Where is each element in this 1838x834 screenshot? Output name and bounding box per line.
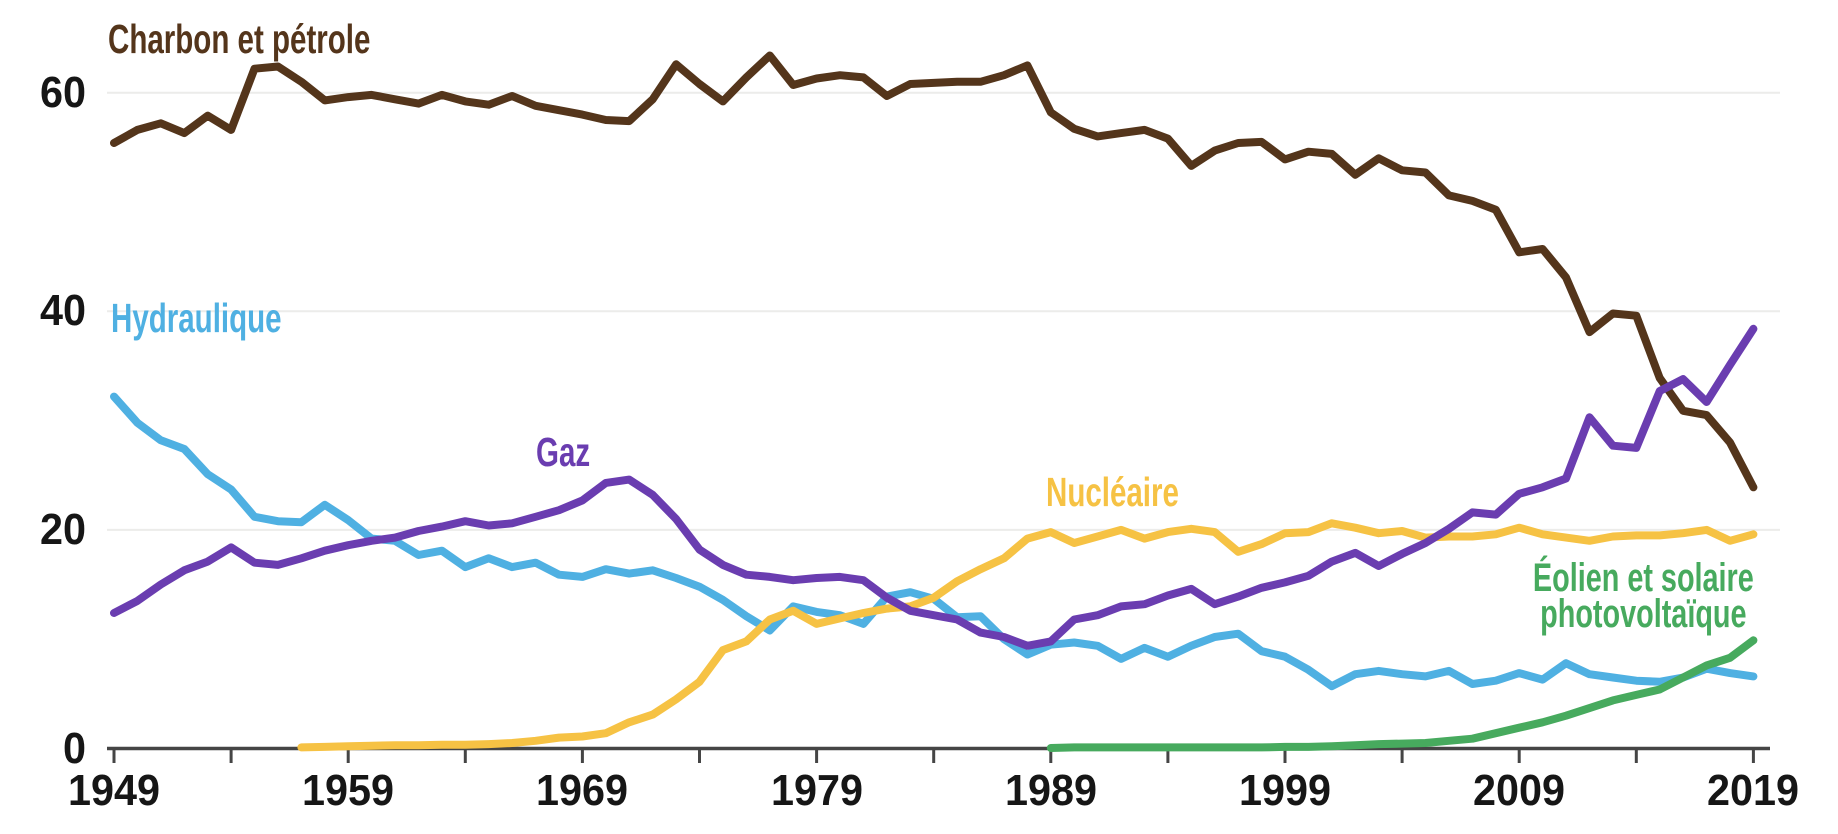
- y-axis-label: 0: [62, 723, 86, 773]
- series-label-eolien-et-solaire: Éolien et solaire photovoltaïque: [1533, 556, 1754, 636]
- x-axis-label: 1999: [1238, 766, 1332, 815]
- x-axis-label: 1949: [67, 766, 161, 815]
- series-label-gaz: Gaz: [536, 429, 591, 475]
- y-axis-label: 20: [39, 504, 86, 554]
- series-label-hydraulique: Hydraulique: [111, 295, 282, 341]
- series-label-nucleaire: Nucléaire: [1046, 469, 1179, 515]
- x-axis-label: 2019: [1707, 766, 1800, 815]
- series-label-charbon-et-petrole: Charbon et pétrole: [108, 16, 371, 62]
- y-axis-label: 60: [39, 67, 86, 117]
- y-axis-label: 40: [39, 286, 86, 336]
- x-axis-label: 1989: [1004, 766, 1097, 815]
- series-label-eolien-line1: Éolien et solaire: [1533, 556, 1754, 600]
- x-axis-label: 2009: [1473, 766, 1566, 815]
- series-label-eolien-line2: photovoltaïque: [1540, 592, 1747, 636]
- x-axis-label: 1979: [770, 766, 863, 815]
- x-axis-label: 1959: [302, 766, 395, 815]
- x-axis-label: 1969: [536, 766, 629, 815]
